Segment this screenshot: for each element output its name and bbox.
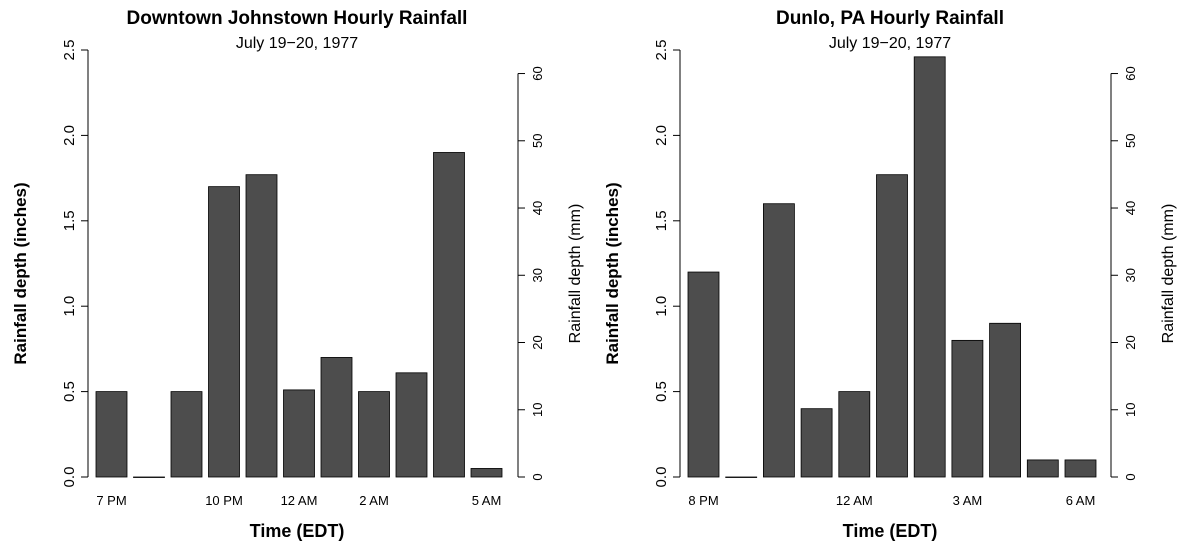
y-tick-label-right: 50: [530, 134, 545, 148]
y-tick-label-left: 0.0: [653, 467, 670, 488]
y-tick-label-right: 30: [530, 268, 545, 282]
y-tick-label-right: 40: [1123, 201, 1138, 215]
x-tick-label: 12 AM: [281, 493, 318, 508]
y-tick-label-left: 1.5: [653, 210, 670, 231]
y-axis-label: Rainfall depth (inches): [11, 182, 30, 364]
bar: [838, 391, 871, 478]
bar: [95, 391, 128, 478]
y-tick-label-right: 30: [1123, 268, 1138, 282]
bar: [283, 389, 315, 478]
bar: [358, 391, 390, 478]
bar: [133, 476, 165, 478]
y-tick-label-left: 2.0: [653, 125, 670, 146]
y-tick-label-right: 60: [530, 66, 545, 80]
bar: [320, 357, 353, 478]
bar: [951, 339, 984, 478]
y-tick-label-right: 10: [1123, 403, 1138, 417]
y-tick-label-left: 2.5: [653, 40, 670, 61]
y-tick-label-left: 1.0: [61, 296, 78, 317]
chart-subtitle: July 19−20, 1977: [829, 35, 951, 52]
bar: [876, 174, 908, 478]
y-tick-label-left: 0.5: [61, 381, 78, 402]
bar: [763, 203, 795, 478]
x-axis-label: Time (EDT): [250, 521, 345, 541]
bar: [470, 468, 503, 478]
bar: [170, 391, 203, 478]
y-tick-label-left: 0.5: [653, 381, 670, 402]
bar: [989, 322, 1021, 478]
y-tick-label-right: 40: [530, 201, 545, 215]
y-tick-label-left: 1.5: [61, 210, 78, 231]
y-axis-label-right: Rainfall depth (mm): [1160, 204, 1177, 344]
x-tick-label: 12 AM: [836, 493, 873, 508]
bar: [433, 152, 465, 478]
y-tick-label-right: 10: [530, 403, 545, 417]
y-tick-label-right: 0: [530, 473, 545, 480]
x-tick-label: 6 AM: [1066, 493, 1096, 508]
y-tick-label-left: 1.0: [653, 296, 670, 317]
y-tick-label-left: 2.0: [61, 125, 78, 146]
bar: [208, 186, 240, 478]
x-axis-label: Time (EDT): [843, 521, 938, 541]
bar: [1026, 459, 1059, 478]
bar: [395, 372, 428, 478]
x-tick-label: 5 AM: [472, 493, 502, 508]
y-tick-label-right: 50: [1123, 134, 1138, 148]
bar: [245, 174, 278, 478]
x-tick-label: 7 PM: [96, 493, 126, 508]
x-tick-label: 3 AM: [953, 493, 983, 508]
y-tick-label-left: 0.0: [61, 467, 78, 488]
chart-title: Downtown Johnstown Hourly Rainfall: [127, 8, 468, 29]
y-tick-label-left: 2.5: [61, 40, 78, 61]
bar: [1064, 459, 1097, 478]
chart-title: Dunlo, PA Hourly Rainfall: [776, 8, 1004, 29]
x-tick-label: 2 AM: [359, 493, 389, 508]
y-tick-label-right: 20: [1123, 335, 1138, 349]
x-tick-label: 8 PM: [688, 493, 718, 508]
chart-subtitle: July 19−20, 1977: [236, 35, 358, 52]
y-axis-label: Rainfall depth (inches): [603, 182, 622, 364]
y-tick-label-right: 20: [530, 335, 545, 349]
bar: [800, 408, 833, 478]
bar: [687, 271, 720, 478]
bar: [725, 476, 758, 478]
y-tick-label-right: 0: [1123, 473, 1138, 480]
x-tick-label: 10 PM: [205, 493, 243, 508]
y-axis-label-right: Rainfall depth (mm): [567, 204, 584, 344]
bar: [913, 56, 946, 478]
y-tick-label-right: 60: [1123, 66, 1138, 80]
